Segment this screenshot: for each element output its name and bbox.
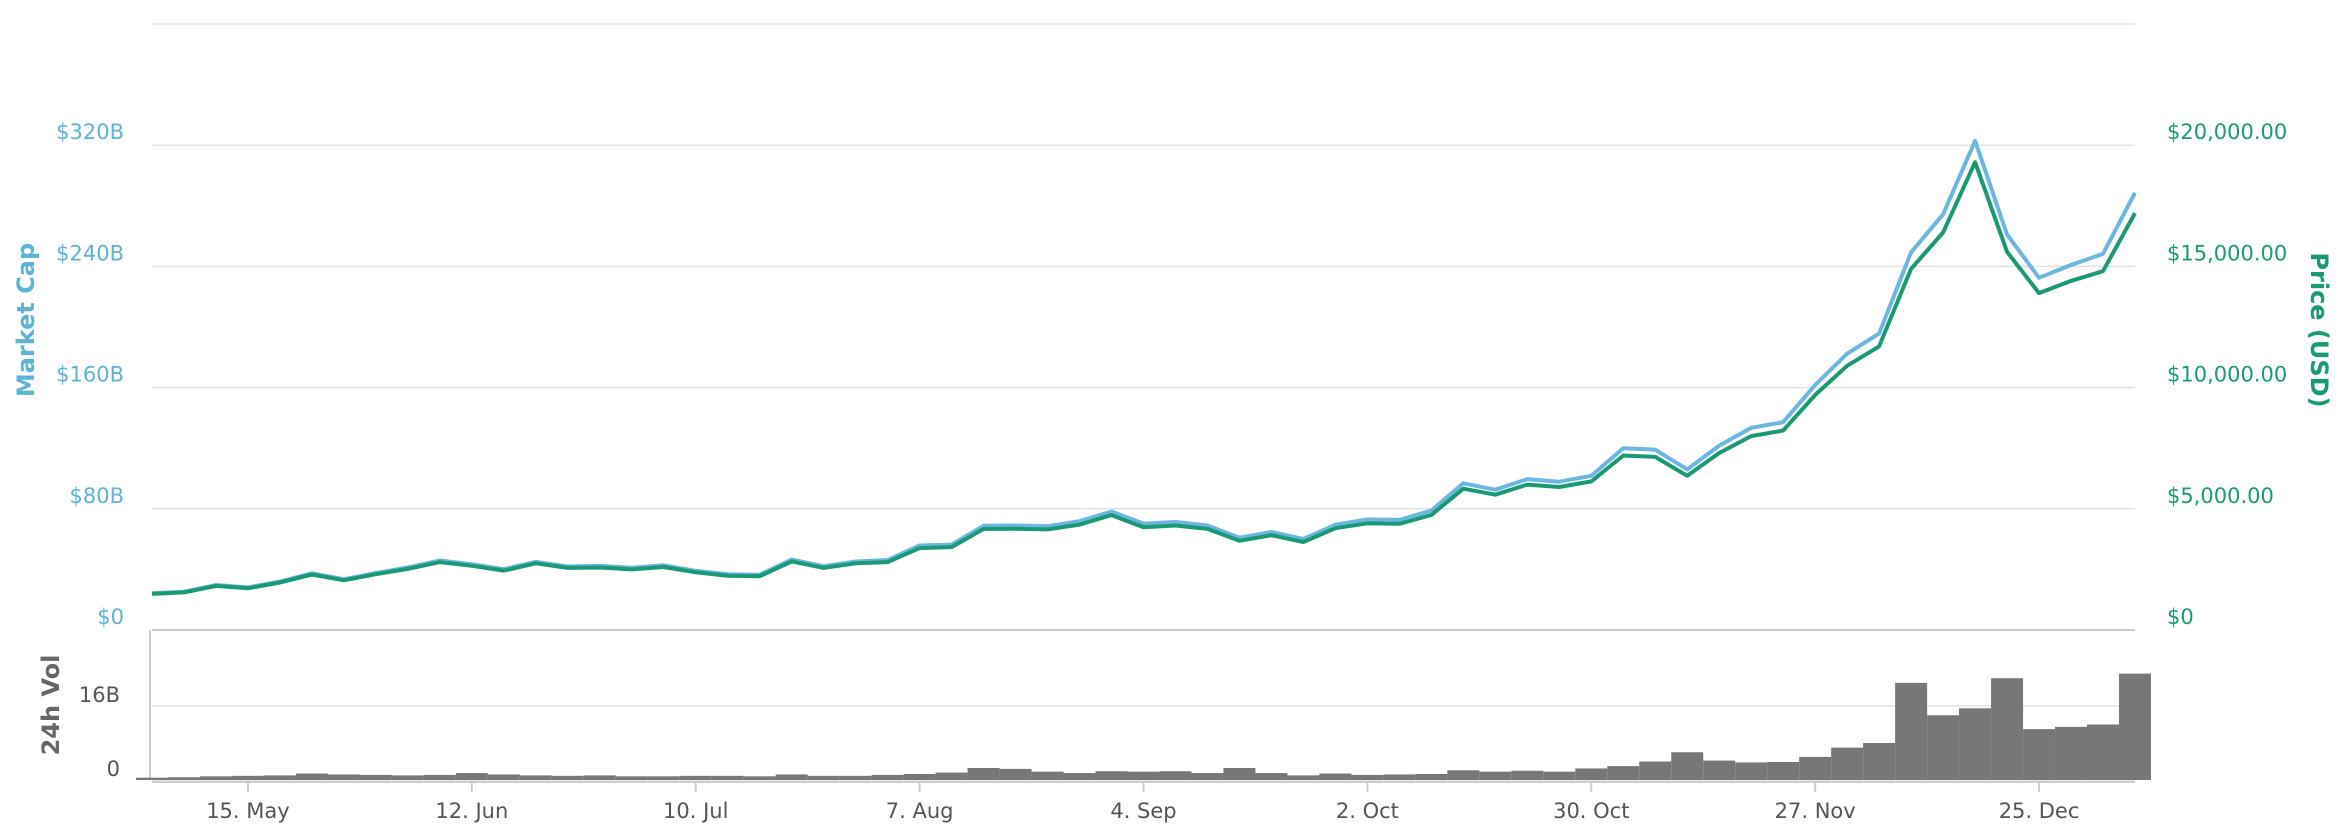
volume-bar: [1415, 773, 1448, 780]
x-tick-label: 10. Jul: [663, 799, 728, 823]
volume-bar: [1159, 771, 1192, 780]
volume-bar: [1351, 774, 1384, 780]
volume-bar: [1127, 771, 1160, 780]
volume-bar: [839, 775, 872, 780]
volume-bar: [1319, 773, 1352, 780]
volume-bar: [1607, 766, 1640, 780]
volume-bar: [519, 775, 552, 780]
y2-tick-label: $10,000.00: [2167, 363, 2287, 387]
series-line: [151, 160, 2137, 596]
volume-bar: [1479, 771, 1512, 780]
volume-bar: [1639, 761, 1672, 780]
volume-bar: [1063, 773, 1096, 780]
volume-bar: [935, 772, 968, 780]
volume-bar: [1927, 715, 1960, 780]
volume-bar: [167, 777, 200, 780]
y-axis-title: Market Cap: [12, 243, 40, 397]
y3-tick-label: 16B: [79, 683, 120, 707]
volume-bar: [423, 774, 456, 780]
y2-tick-label: $20,000.00: [2167, 120, 2287, 144]
y-tick-label: $160B: [56, 363, 124, 387]
volume-bar: [679, 775, 712, 780]
x-tick-label: 7. Aug: [886, 799, 954, 823]
volume-bar: [2119, 673, 2151, 780]
volume-bar: [1991, 678, 2024, 780]
volume-bar: [903, 773, 936, 780]
volume-bar: [999, 768, 1032, 780]
volume-bar: [136, 777, 168, 780]
x-tick-label: 30. Oct: [1553, 799, 1629, 823]
volume-bar: [295, 773, 328, 780]
y2-tick-label: $5,000.00: [2167, 484, 2274, 508]
volume-bar: [551, 775, 584, 780]
volume-bar: [1735, 762, 1768, 780]
volume-bar: [1703, 760, 1736, 780]
volume-bar: [1863, 743, 1896, 780]
volume-bar: [2023, 729, 2056, 780]
volume-bar: [1799, 756, 1832, 780]
volume-bar: [1095, 771, 1128, 780]
volume-bar: [455, 773, 488, 780]
y2-axis-title: Price (USD): [2305, 252, 2333, 407]
volume-bar: [391, 775, 424, 780]
volume-bar: [967, 767, 1000, 780]
volume-bar: [1191, 773, 1224, 780]
volume-bar: [1255, 773, 1288, 780]
volume-bar: [871, 774, 904, 780]
volume-bar: [199, 776, 232, 780]
volume-bar: [1031, 771, 1064, 780]
volume-bar: [487, 774, 520, 780]
volume-bar: [647, 776, 680, 780]
volume-bar: [359, 774, 392, 780]
volume-bar: [1575, 768, 1608, 780]
volume-bar: [1543, 771, 1576, 780]
volume-bar: [1767, 761, 1800, 780]
volume-bar: [1447, 770, 1480, 780]
x-tick-label: 25. Dec: [1999, 799, 2080, 823]
volume-bar: [231, 775, 264, 780]
volume-bar: [1671, 752, 1704, 780]
volume-bar: [1511, 770, 1544, 780]
volume-bar: [1831, 747, 1864, 780]
x-tick-label: 4. Sep: [1110, 799, 1176, 823]
x-tick-label: 15. May: [206, 799, 290, 823]
y2-tick-label: $15,000.00: [2167, 241, 2287, 265]
volume-bar: [1223, 767, 1256, 780]
volume-bar: [1383, 774, 1416, 780]
x-tick-label: 27. Nov: [1775, 799, 1856, 823]
volume-bar: [327, 774, 360, 780]
volume-bar: [711, 775, 744, 780]
volume-bar: [615, 776, 648, 780]
volume-bar: [743, 776, 776, 780]
volume-bar: [1895, 682, 1928, 780]
volume-bar: [583, 775, 616, 780]
volume-bar: [775, 774, 808, 780]
volume-bar: [1959, 708, 1992, 780]
x-tick-label: 12. Jun: [435, 799, 508, 823]
volume-bar: [263, 775, 296, 780]
x-tick-label: 2. Oct: [1336, 799, 1399, 823]
y3-axis-title: 24h Vol: [37, 655, 65, 756]
volume-bar: [2087, 724, 2120, 780]
y-tick-label: $240B: [56, 241, 124, 265]
y-tick-label: $0: [97, 605, 124, 629]
volume-bar: [807, 775, 840, 780]
y-tick-label: $80B: [70, 484, 125, 508]
y-tick-label: $320B: [56, 120, 124, 144]
y2-tick-label: $0: [2167, 605, 2194, 629]
volume-bar: [2055, 726, 2088, 780]
y3-tick-label: 0: [107, 757, 120, 781]
volume-bar: [1287, 775, 1320, 780]
